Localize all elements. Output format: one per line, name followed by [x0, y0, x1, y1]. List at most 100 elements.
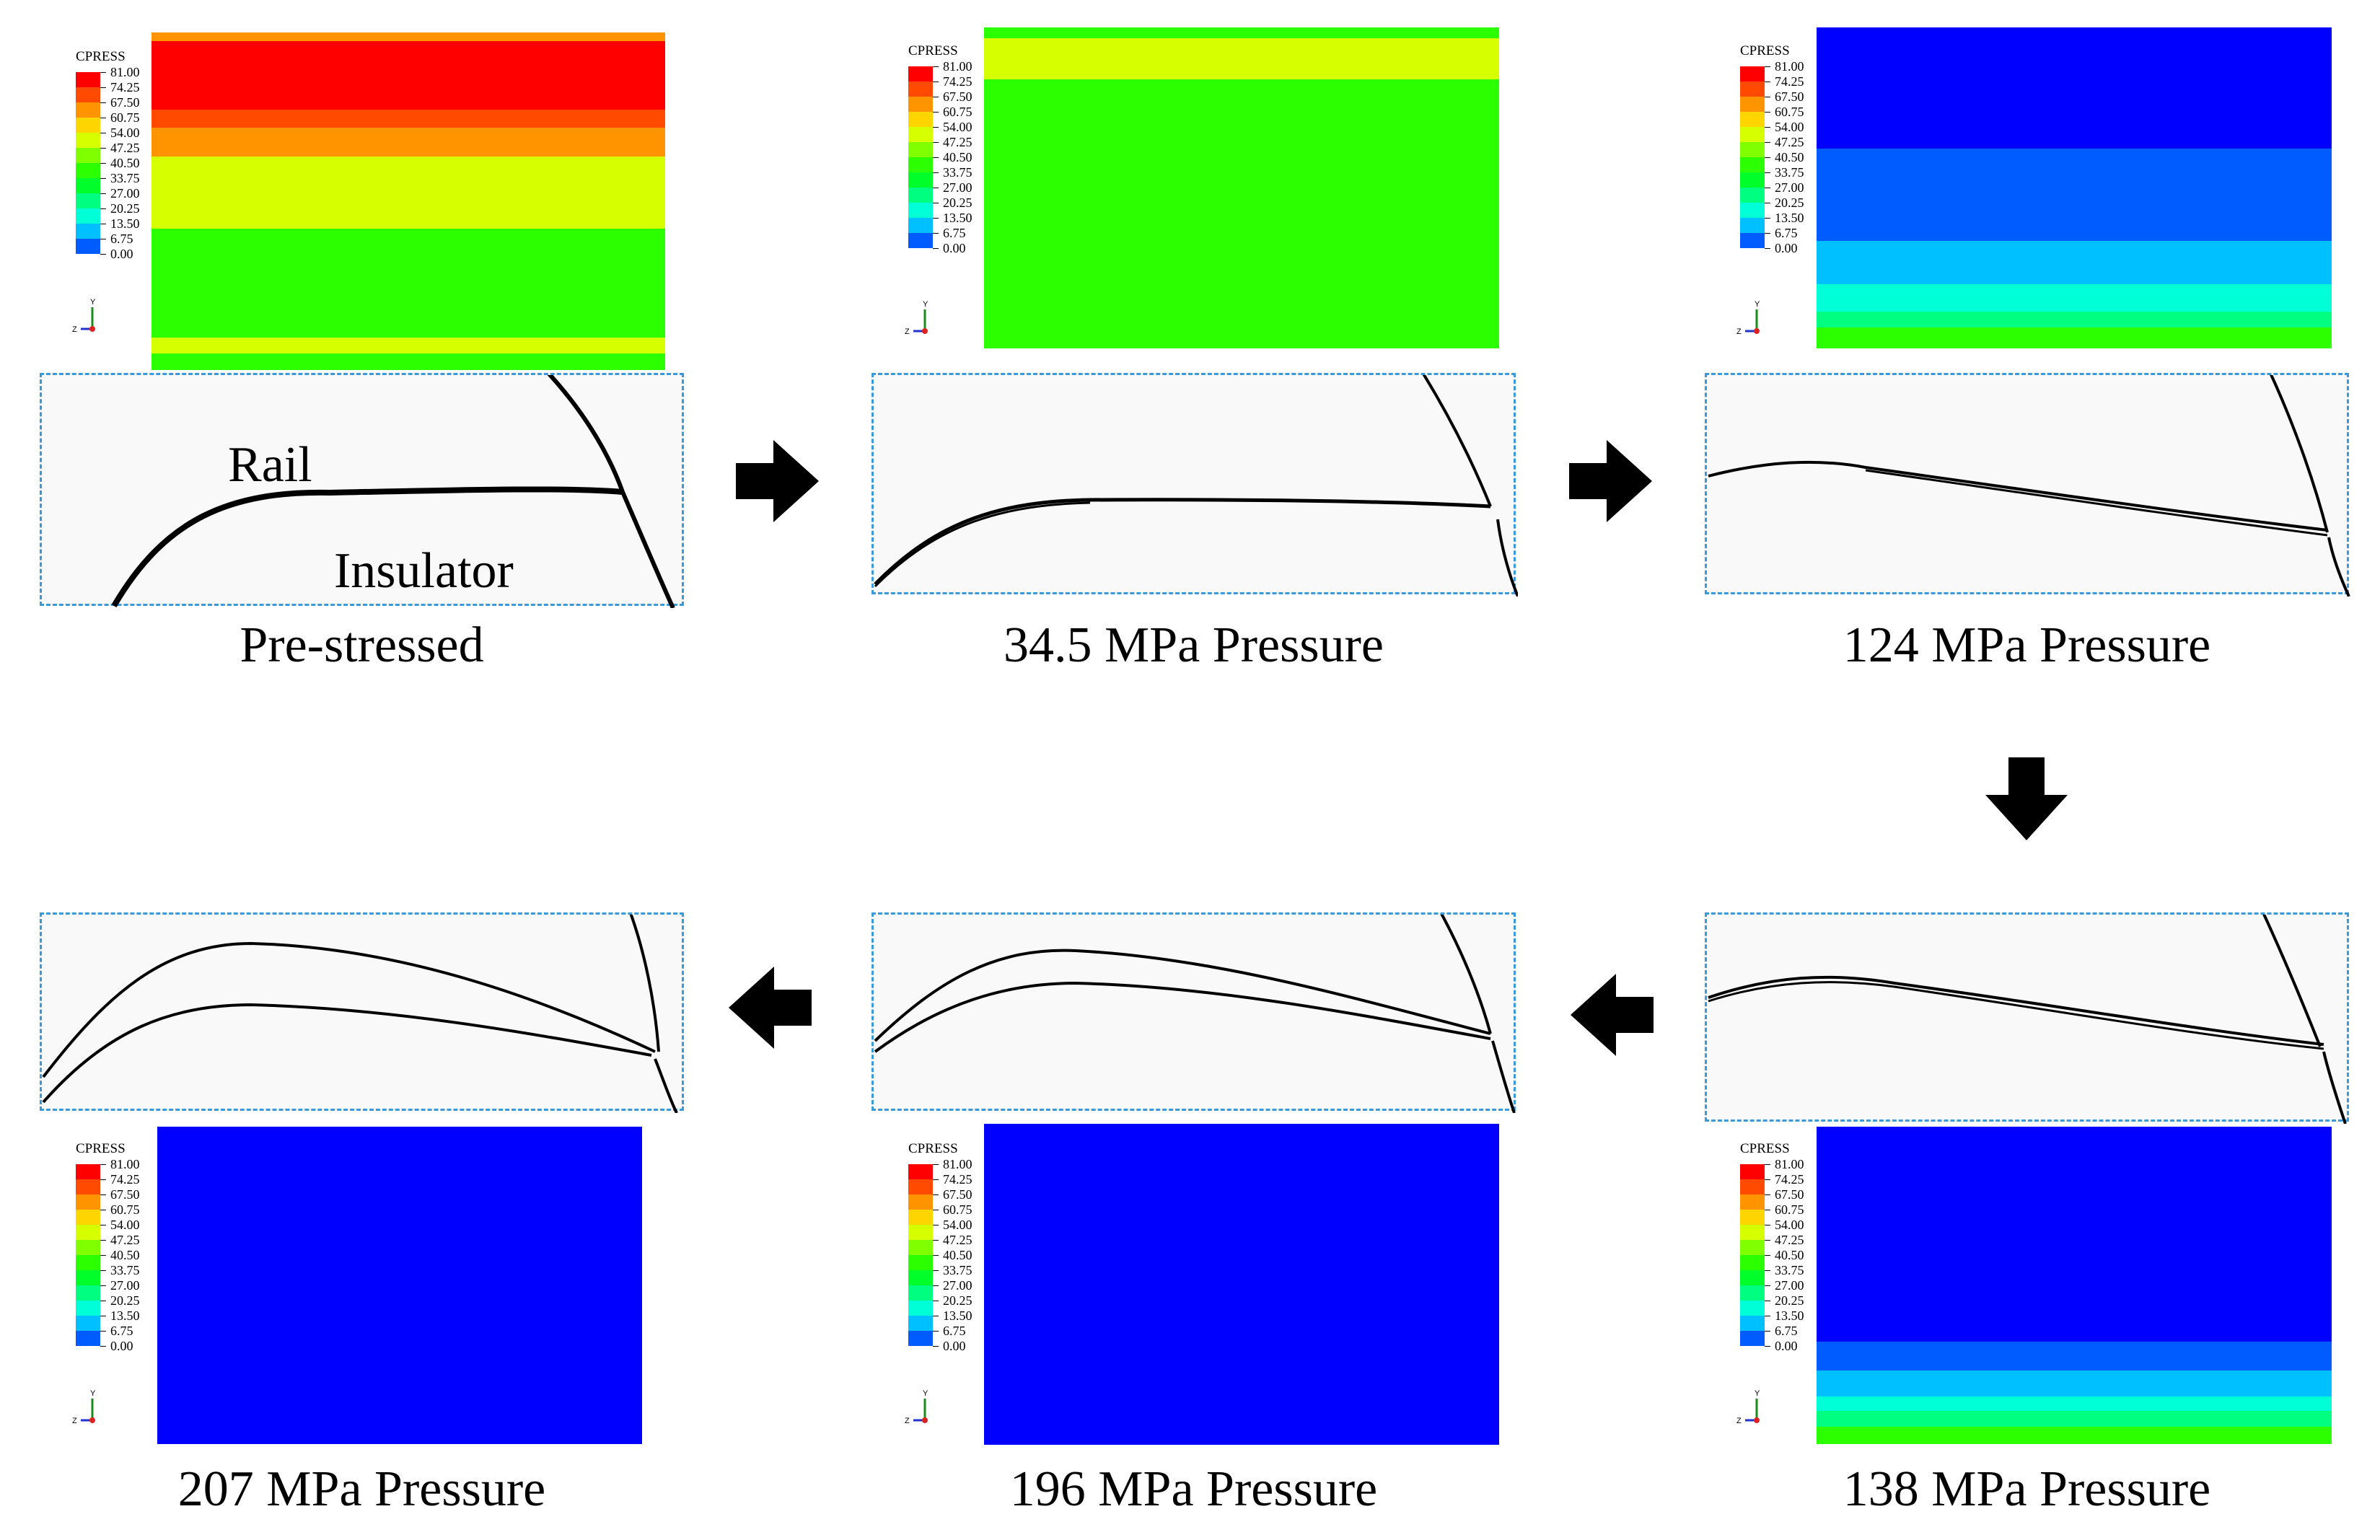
svg-text:Z: Z	[905, 1417, 910, 1425]
legend-value: 6.75	[943, 1324, 966, 1338]
legend-tick	[933, 1255, 939, 1256]
svg-text:Y: Y	[90, 1389, 96, 1398]
legend-swatch	[1740, 112, 1765, 127]
legend-title: CPRESS	[76, 1141, 126, 1156]
legend-value: 74.25	[1775, 1172, 1804, 1187]
legend-value: 33.75	[110, 171, 140, 185]
legend-tick	[933, 1164, 939, 1165]
legend-value: 60.75	[943, 105, 972, 119]
legend-tick	[1765, 1179, 1770, 1180]
field-band	[1817, 241, 2332, 284]
legend-tick	[933, 157, 939, 158]
legend-swatch	[76, 1164, 100, 1179]
legend-swatch	[908, 1225, 933, 1240]
legend-tick	[100, 1179, 106, 1180]
legend-tick	[1765, 1225, 1770, 1226]
legend-tick	[933, 66, 939, 67]
legend-swatch	[76, 1270, 100, 1285]
legend-swatch	[76, 1240, 100, 1255]
legend-swatch	[908, 1285, 933, 1301]
legend-tick	[933, 1331, 939, 1332]
legend-title: CPRESS	[908, 43, 958, 58]
legend-swatch	[908, 1240, 933, 1255]
axis-triad-icon: Y Z	[72, 298, 96, 334]
legend-tick	[933, 1285, 939, 1286]
legend-swatch	[76, 178, 100, 193]
legend-tick	[933, 248, 939, 249]
legend-value: 0.00	[1775, 241, 1798, 255]
legend-tick	[933, 1270, 939, 1271]
contact-detail-196	[871, 912, 1516, 1113]
legend-swatch	[908, 1270, 933, 1285]
legend-tick	[1765, 142, 1770, 143]
legend-value: 81.00	[1775, 59, 1804, 74]
legend-value: 67.50	[110, 1187, 140, 1202]
legend-value: 67.50	[110, 95, 140, 110]
field-band	[152, 41, 665, 110]
legend-swatch	[76, 193, 100, 208]
flow-arrow-down-icon	[1985, 757, 2068, 840]
legend-value: 54.00	[1775, 1218, 1804, 1232]
legend-value: 67.50	[1775, 89, 1804, 104]
legend-value: 47.25	[1775, 1233, 1804, 1247]
legend-value: 13.50	[110, 1308, 140, 1323]
cpress-legend: CPRESS 81.00 74.25 67.50 60.75 54.00 47.25 40.5…	[76, 1141, 162, 1358]
legend-tick	[1765, 1331, 1770, 1332]
legend-value: 33.75	[943, 165, 972, 180]
legend-value: 67.50	[943, 89, 972, 104]
contact-detail-prestressed: Rail Insulator	[40, 373, 684, 608]
legend-swatch	[76, 239, 100, 254]
legend-swatch	[1740, 1210, 1765, 1225]
stage-caption: 138 MPa Pressure	[1843, 1461, 2211, 1517]
legend-value: 47.25	[943, 135, 972, 149]
legend-value: 20.25	[1775, 195, 1804, 210]
legend-value: 6.75	[110, 232, 133, 246]
legend-value: 47.25	[1775, 135, 1804, 149]
legend-tick	[100, 254, 106, 255]
legend-value: 40.50	[110, 156, 140, 170]
legend-tick	[100, 1346, 106, 1347]
legend-swatch	[908, 1301, 933, 1316]
pressure-field-138	[1817, 1127, 2332, 1444]
legend-swatch	[1740, 218, 1765, 233]
legend-value: 67.50	[943, 1187, 972, 1202]
legend-swatch	[76, 102, 100, 118]
legend-swatch	[1740, 1270, 1765, 1285]
cpress-legend: CPRESS 81.00 74.25 67.50 60.75 54.00 47.25 40.5…	[76, 49, 162, 265]
axis-triad-icon: Y Z	[72, 1389, 96, 1425]
legend-tick	[933, 172, 939, 173]
legend-swatch	[1740, 1164, 1765, 1179]
legend-swatch	[1740, 1240, 1765, 1255]
legend-value: 81.00	[943, 59, 972, 74]
legend-swatch	[1740, 1316, 1765, 1331]
legend-value: 33.75	[110, 1263, 140, 1277]
legend-swatch	[76, 1210, 100, 1225]
legend-swatch	[908, 1255, 933, 1270]
legend-value: 74.25	[110, 1172, 140, 1187]
legend-tick	[1765, 1346, 1770, 1347]
svg-text:Y: Y	[923, 1389, 928, 1398]
legend-swatch	[1740, 1331, 1765, 1346]
legend-swatch	[76, 87, 100, 102]
flow-arrow-right-icon	[1569, 440, 1652, 522]
legend-tick	[933, 233, 939, 234]
field-band	[1817, 1370, 2332, 1396]
legend-value: 6.75	[1775, 226, 1798, 240]
legend-value: 54.00	[110, 126, 140, 140]
legend-value: 13.50	[943, 211, 972, 225]
legend-swatch	[1740, 66, 1765, 82]
field-band	[1817, 149, 2332, 241]
legend-tick	[100, 163, 106, 164]
svg-text:Y: Y	[1755, 300, 1760, 309]
legend-swatch	[1740, 82, 1765, 97]
field-band	[1817, 1411, 2332, 1427]
legend-swatch	[76, 1255, 100, 1270]
legend-swatch	[908, 203, 933, 218]
legend-value: 33.75	[943, 1263, 972, 1277]
legend-swatch	[1740, 97, 1765, 112]
legend-value: 20.25	[943, 195, 972, 210]
legend-swatch	[76, 1194, 100, 1210]
stage-caption: 34.5 MPa Pressure	[1004, 617, 1384, 673]
field-band	[1817, 284, 2332, 312]
pressure-field-207	[157, 1127, 642, 1444]
